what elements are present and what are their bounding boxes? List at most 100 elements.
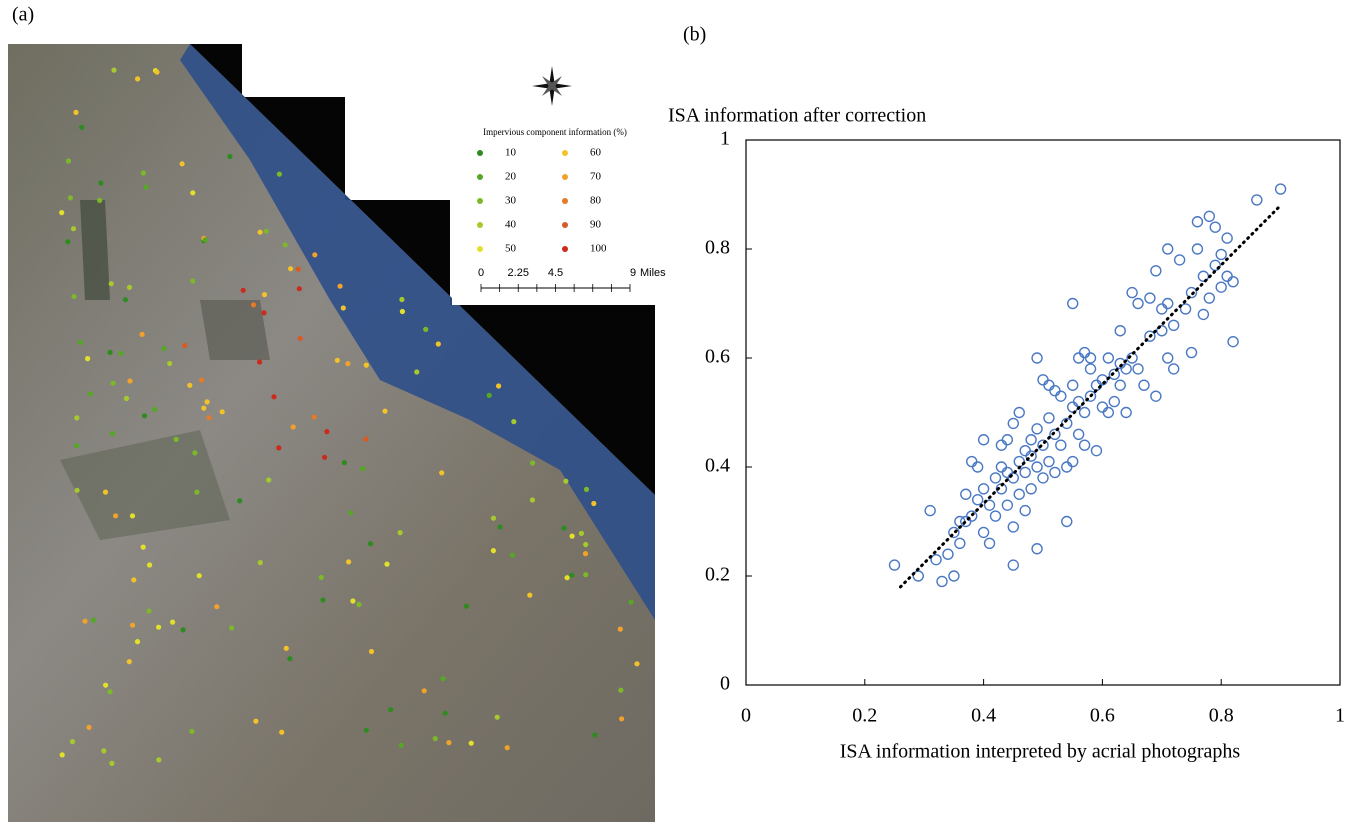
map-point	[201, 405, 207, 411]
map-point	[423, 326, 429, 332]
scatter-point	[1156, 325, 1168, 337]
map-point	[511, 419, 517, 425]
map-feature	[60, 430, 230, 540]
map-point	[179, 161, 185, 167]
map-point	[468, 740, 474, 746]
scatter-point	[1162, 352, 1174, 364]
scale-unit: Miles	[640, 267, 666, 279]
map-point	[74, 443, 80, 449]
map-point	[282, 242, 288, 248]
map-point	[109, 760, 115, 767]
scatter-point	[1037, 439, 1049, 451]
scatter-point	[1138, 379, 1150, 391]
map-point	[154, 69, 160, 75]
scatter-point	[1120, 363, 1132, 375]
scatter-point	[1025, 434, 1037, 446]
scatter-point	[942, 548, 954, 560]
y-axis-label: ISA information after correction	[668, 105, 926, 127]
map-point	[261, 292, 268, 298]
map-point	[334, 357, 340, 363]
map-point	[497, 524, 503, 530]
map-point	[108, 281, 114, 287]
scatter-point	[995, 439, 1008, 451]
scatter-point	[1185, 346, 1198, 359]
map-point	[324, 429, 330, 435]
map-point	[356, 601, 362, 608]
map-point	[442, 710, 448, 716]
scatter-point	[1072, 352, 1085, 364]
y-tick-label: 0	[720, 673, 730, 695]
map-point	[65, 158, 72, 164]
scatter-point	[1215, 281, 1227, 293]
scatter-point	[977, 483, 990, 495]
scatter-point	[954, 515, 966, 528]
scatter-point	[1227, 276, 1239, 288]
scatter-point	[1072, 428, 1085, 440]
map-point	[73, 109, 79, 115]
map-point	[320, 597, 326, 603]
scatter-point	[948, 570, 960, 582]
scatter-point	[1203, 210, 1216, 223]
scatter-point	[1043, 412, 1055, 424]
map-point	[87, 391, 94, 397]
map-point	[187, 382, 193, 388]
scatter-point	[1031, 423, 1043, 435]
map-point	[206, 415, 212, 421]
map-point	[619, 716, 625, 722]
y-tick-label: 0.8	[705, 237, 730, 259]
map-point	[79, 124, 85, 130]
scatter-point	[948, 526, 960, 539]
scatter-point	[1162, 297, 1174, 310]
scatter-point	[1078, 346, 1091, 359]
map-point	[446, 740, 452, 746]
scale-label: 0	[478, 267, 484, 279]
map-point	[77, 339, 83, 345]
scatter-point	[1227, 335, 1239, 348]
map-point	[628, 599, 634, 605]
map-point	[350, 598, 356, 604]
legend-swatch	[477, 222, 483, 228]
legend-swatch	[562, 246, 568, 252]
map-point	[101, 748, 107, 754]
map-point	[59, 752, 65, 758]
map-point	[266, 477, 272, 483]
map-point	[592, 732, 598, 738]
map-point	[276, 445, 282, 451]
y-tick-label: 0.6	[705, 346, 730, 368]
map-point	[634, 661, 640, 667]
map-point	[182, 342, 188, 349]
map-point	[440, 676, 446, 682]
scatter-point	[989, 472, 1002, 484]
map-point	[435, 341, 441, 347]
scatter-point	[960, 488, 972, 500]
scatter-point	[1120, 406, 1132, 419]
scatter-point	[989, 510, 1002, 522]
legend: 10 20 30 40 50 60 70 80 90 100	[477, 147, 607, 255]
map-point	[384, 561, 390, 567]
scale-label: 2.25	[508, 267, 529, 279]
map-point	[421, 688, 427, 694]
map-point	[561, 525, 567, 531]
map-point	[189, 728, 195, 735]
legend-label: 20	[505, 171, 517, 183]
legend-box	[452, 66, 655, 305]
legend-label: 80	[590, 195, 602, 207]
scatter-point	[1108, 368, 1120, 381]
scatter-point	[1031, 352, 1043, 364]
panel-label: (a)	[12, 4, 34, 26]
scatter-point	[995, 461, 1008, 473]
map-point	[490, 515, 497, 521]
scatter-point	[1037, 374, 1049, 386]
plot-area: 0 0.2 0.4 0.6 0.8 1 0 0.2 0.4 0.6 0.8 1	[705, 128, 1345, 727]
scatter-point	[1025, 483, 1037, 495]
scatter-point	[1090, 444, 1103, 457]
map-point	[194, 489, 200, 495]
map-point	[345, 361, 351, 367]
scatter-point	[1156, 303, 1168, 315]
map-point	[564, 575, 570, 581]
map-point	[140, 170, 146, 176]
map-point	[141, 413, 148, 419]
scatter-point	[1167, 319, 1180, 331]
scatter-point	[1078, 406, 1091, 419]
